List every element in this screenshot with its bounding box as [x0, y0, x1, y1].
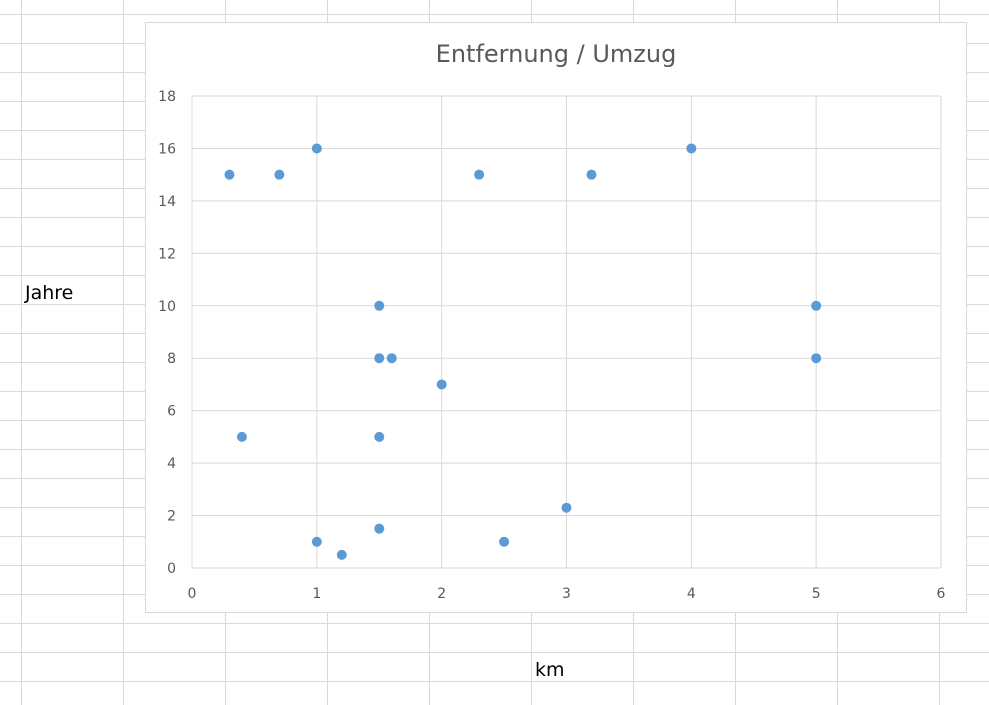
y-tick-label-18: 18 — [158, 89, 176, 105]
sheet-label-km: km — [535, 659, 565, 681]
data-point-1[interactable] — [274, 169, 285, 180]
data-point-11[interactable] — [436, 379, 447, 390]
y-tick-label-4: 4 — [167, 456, 176, 472]
y-tick-label-14: 14 — [158, 194, 176, 210]
x-tick-label-5: 5 — [812, 586, 821, 602]
y-tick-label-2: 2 — [167, 509, 176, 525]
data-point-18[interactable] — [336, 549, 347, 560]
y-tick-label-12: 12 — [158, 246, 176, 262]
data-point-9[interactable] — [386, 353, 397, 364]
data-point-7[interactable] — [811, 300, 822, 311]
data-point-5[interactable] — [686, 143, 697, 154]
grid-lines — [191, 95, 942, 569]
data-point-0[interactable] — [224, 169, 235, 180]
data-point-10[interactable] — [811, 353, 822, 364]
x-tick-label-1: 1 — [312, 586, 321, 602]
data-point-4[interactable] — [586, 169, 597, 180]
data-point-8[interactable] — [374, 353, 385, 364]
data-point-3[interactable] — [474, 169, 485, 180]
data-point-6[interactable] — [374, 300, 385, 311]
chart-title: Entfernung / Umzug — [435, 40, 677, 68]
sheet-label-jahre: Jahre — [25, 282, 74, 304]
y-tick-label-16: 16 — [158, 141, 176, 157]
data-points — [224, 143, 822, 560]
data-point-14[interactable] — [561, 502, 572, 513]
x-tick-label-3: 3 — [562, 586, 571, 602]
data-point-15[interactable] — [374, 523, 385, 534]
data-point-13[interactable] — [374, 431, 385, 442]
data-point-2[interactable] — [311, 143, 322, 154]
x-tick-label-4: 4 — [687, 586, 696, 602]
y-tick-label-8: 8 — [167, 351, 176, 367]
chart-area[interactable]: Entfernung / Umzug 0 2 4 6 8 10 12 14 16 18 0 1 2 3 4 5… — [145, 22, 967, 613]
data-point-16[interactable] — [311, 536, 322, 547]
x-tick-label-2: 2 — [437, 586, 446, 602]
x-tick-label-6: 6 — [937, 586, 946, 602]
data-point-12[interactable] — [236, 431, 247, 442]
data-point-17[interactable] — [499, 536, 510, 547]
y-tick-label-6: 6 — [167, 404, 176, 420]
x-tick-label-0: 0 — [188, 586, 197, 602]
y-tick-label-0: 0 — [167, 561, 176, 577]
y-tick-label-10: 10 — [158, 299, 176, 315]
